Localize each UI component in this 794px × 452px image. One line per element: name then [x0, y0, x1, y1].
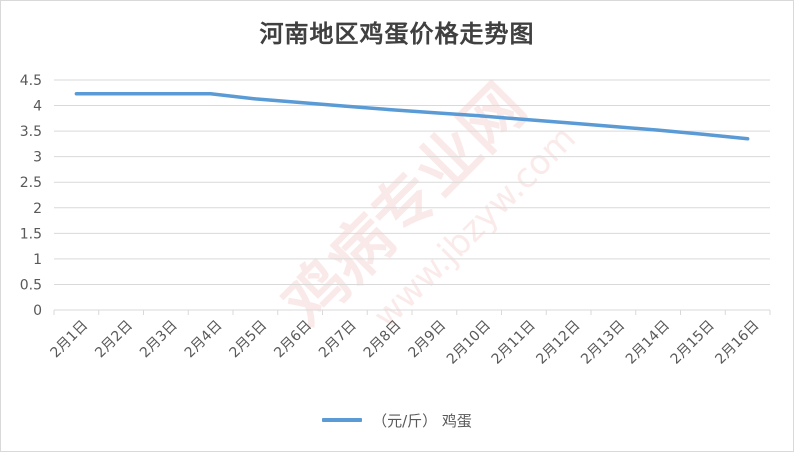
y-tick-label: 1.5 [20, 226, 42, 242]
x-axis-ticks: 2月1日 2月2日 2月3日 2月4日 2月5日 2月6日 2月7日 2月8日 2月9日2月10… [47, 310, 771, 368]
data-point [522, 117, 526, 121]
data-point [567, 121, 571, 125]
data-point [119, 92, 123, 96]
x-tick-label: 2月11日 [489, 318, 539, 368]
legend-label: （元/斤） 鸡蛋 [372, 411, 472, 430]
x-tick-label: 2月7日 [316, 318, 360, 362]
x-tick-label: 2月6日 [271, 318, 315, 362]
data-point [746, 137, 750, 141]
data-point [253, 97, 257, 101]
data-point [432, 111, 436, 115]
x-tick-label: 2月14日 [623, 318, 673, 368]
x-tick-label: 2月2日 [92, 318, 136, 362]
x-tick-label: 2月4日 [182, 318, 226, 362]
y-tick-label: 4 [33, 99, 42, 115]
data-point [209, 92, 213, 96]
data-point [701, 132, 705, 136]
y-tick-label: 4.5 [20, 73, 42, 89]
x-tick-label: 2月16日 [712, 318, 762, 368]
x-tick-label: 2月13日 [578, 318, 628, 368]
y-tick-label: 2.5 [20, 175, 42, 191]
data-point [611, 125, 615, 129]
chart-title: 河南地区鸡蛋价格走势图 [259, 19, 535, 48]
data-point [164, 92, 168, 96]
legend: （元/斤） 鸡蛋 [0, 408, 794, 432]
y-tick-label: 3.5 [20, 124, 42, 140]
series-line [74, 92, 750, 141]
x-tick-label: 2月8日 [361, 318, 405, 362]
legend-swatch [322, 418, 363, 422]
y-tick-label: 3 [33, 150, 42, 166]
x-tick-label: 2月1日 [47, 318, 91, 362]
y-tick-label: 0.5 [20, 277, 42, 293]
x-tick-label: 2月5日 [226, 318, 270, 362]
data-point [388, 108, 392, 112]
x-tick-label: 2月3日 [137, 318, 181, 362]
x-tick-label: 2月12日 [533, 318, 583, 368]
x-tick-label: 2月15日 [668, 318, 718, 368]
y-tick-label: 0 [33, 303, 42, 319]
data-point [298, 100, 302, 104]
y-tick-label: 2 [33, 201, 42, 217]
y-axis-ticks: 0 0.5 1 1.5 2 2.5 3 3.5 4 4.5 [20, 73, 42, 319]
y-tick-label: 1 [33, 252, 42, 268]
series-layer [74, 92, 750, 141]
x-tick-label: 2月10日 [444, 318, 494, 368]
data-point [656, 128, 660, 132]
x-tick-label: 2月9日 [405, 318, 449, 362]
data-point [477, 114, 481, 118]
data-point [74, 92, 78, 96]
data-point [343, 104, 347, 108]
gridlines [54, 79, 770, 311]
